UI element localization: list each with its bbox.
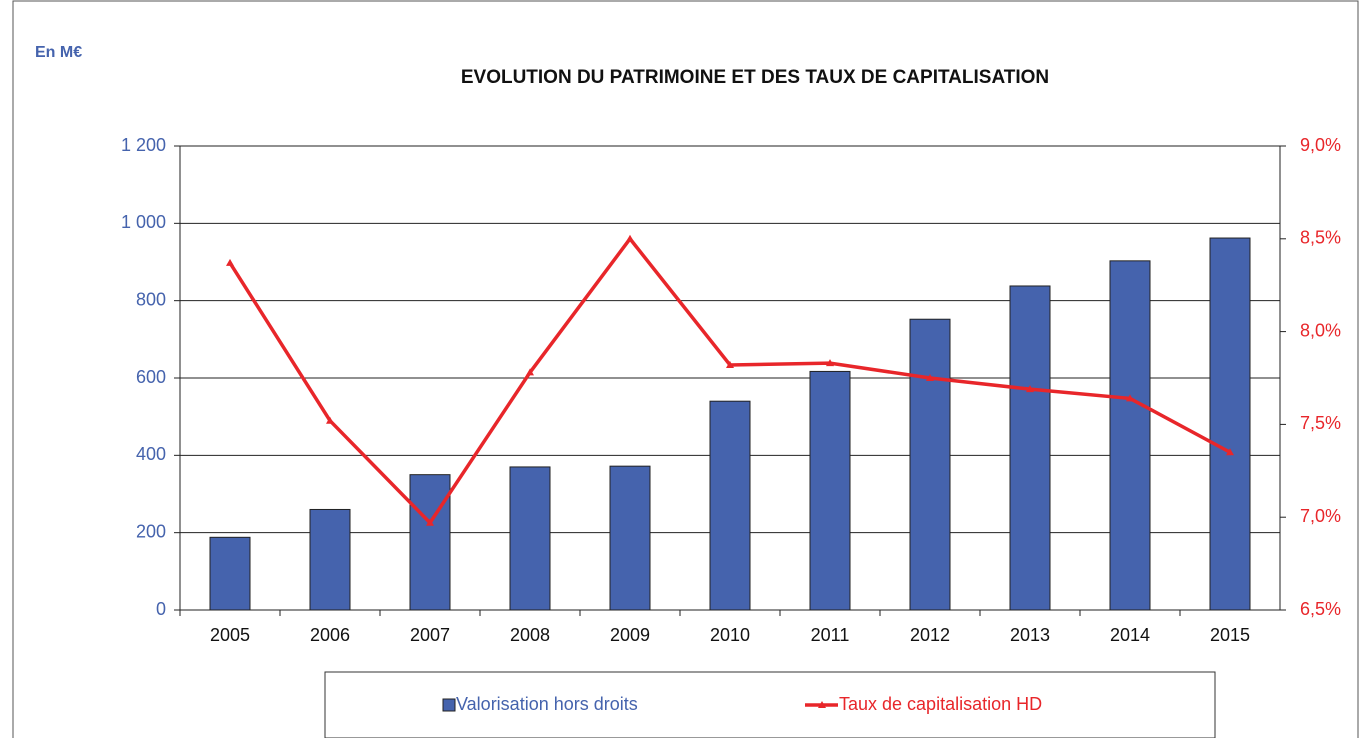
chart-title: EVOLUTION DU PATRIMOINE ET DES TAUX DE C… xyxy=(461,67,1049,88)
bar xyxy=(1009,285,1051,611)
y2-tick-label: 6,5% xyxy=(1300,599,1341,619)
bar xyxy=(909,318,951,611)
line-marker xyxy=(1126,394,1134,402)
y-axis-label: En M€ xyxy=(35,44,82,61)
bar xyxy=(1209,237,1251,611)
y-tick-label: 200 xyxy=(136,521,166,541)
line-marker xyxy=(226,258,234,266)
bar xyxy=(309,508,351,611)
x-tick-label: 2015 xyxy=(1210,625,1250,645)
x-tick-label: 2005 xyxy=(210,625,250,645)
bar xyxy=(509,466,551,611)
y-tick-label: 600 xyxy=(136,367,166,387)
frame xyxy=(12,0,1359,738)
y-tick-label: 1 200 xyxy=(121,135,166,155)
legend-box xyxy=(324,671,1216,738)
x-tick-label: 2014 xyxy=(1110,625,1150,645)
x-tick-label: 2007 xyxy=(410,625,450,645)
bar xyxy=(809,370,851,611)
line-marker xyxy=(826,359,834,367)
x-tick-label: 2010 xyxy=(710,625,750,645)
line-marker xyxy=(1026,385,1034,393)
legend-swatch xyxy=(442,698,456,712)
y2-tick-label: 7,5% xyxy=(1300,413,1341,433)
x-tick-label: 2011 xyxy=(811,625,850,645)
y2-tick-label: 7,0% xyxy=(1300,506,1341,526)
legend-marker xyxy=(818,701,826,708)
x-tick-label: 2006 xyxy=(310,625,350,645)
bar xyxy=(209,536,251,611)
y2-tick-label: 9,0% xyxy=(1300,135,1341,155)
line-marker xyxy=(426,518,434,526)
line-marker xyxy=(726,361,734,369)
x-tick-label: 2009 xyxy=(610,625,650,645)
bar xyxy=(409,474,451,611)
y-tick-label: 1 000 xyxy=(121,212,166,232)
y-tick-label: 400 xyxy=(136,444,166,464)
bar xyxy=(709,400,751,611)
y2-tick-label: 8,5% xyxy=(1300,228,1341,248)
bar xyxy=(1109,260,1151,611)
bar xyxy=(609,465,651,611)
y-tick-label: 0 xyxy=(156,599,166,619)
x-tick-label: 2013 xyxy=(1010,625,1050,645)
line-marker xyxy=(926,374,934,381)
legend-label: Taux de capitalisation HD xyxy=(839,694,1042,714)
y-tick-label: 800 xyxy=(136,289,166,309)
x-tick-label: 2008 xyxy=(510,625,550,645)
y2-tick-label: 8,0% xyxy=(1300,320,1341,340)
line-marker xyxy=(526,368,534,376)
x-tick-label: 2012 xyxy=(910,625,950,645)
line-marker xyxy=(1226,448,1234,456)
legend-label: Valorisation hors droits xyxy=(456,694,638,714)
line-marker xyxy=(626,234,634,242)
line-marker xyxy=(326,416,334,424)
